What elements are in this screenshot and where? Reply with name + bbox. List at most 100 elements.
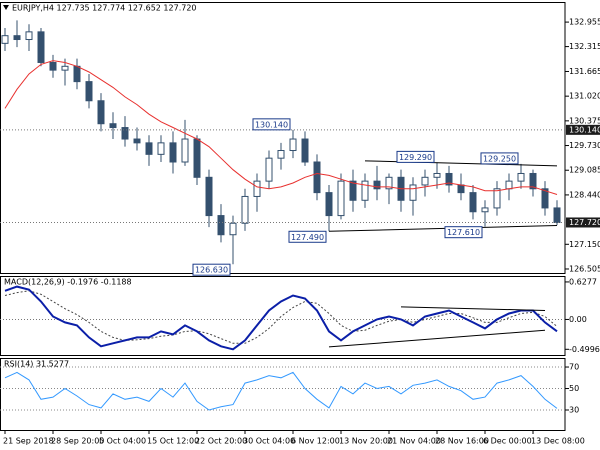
- candle-body: [313, 161, 321, 194]
- trendline: [400, 306, 546, 311]
- candle-body: [517, 172, 525, 182]
- candle-body: [37, 31, 45, 63]
- annotation-box: [480, 152, 519, 165]
- candle-body: [337, 180, 345, 217]
- candle-body: [553, 207, 561, 223]
- panel-title: MACD(12,26,9) -0.1976 -0.1188: [4, 278, 132, 287]
- y-tick-label: 131.665: [569, 67, 600, 76]
- candle-body: [385, 176, 393, 190]
- candle-body: [481, 207, 489, 213]
- annotation-label: 127.610: [447, 228, 480, 237]
- candle-body: [289, 138, 297, 152]
- y-tick-label: -0.4996: [569, 345, 600, 354]
- candle-body: [361, 180, 369, 201]
- x-tick-label: 30 Oct 04:00: [243, 437, 295, 446]
- x-tick-label: 22 Oct 20:00: [195, 437, 247, 446]
- y-tick-label: 70: [569, 363, 579, 372]
- candle-body: [1, 35, 9, 44]
- candle-body: [229, 222, 237, 236]
- annotation-box: [252, 118, 291, 131]
- x-tick-label: 5 Oct 04:00: [99, 437, 146, 446]
- x-tick-label: 13 Dec 08:00: [531, 437, 585, 446]
- candle-body: [457, 184, 465, 194]
- candle-body: [157, 142, 165, 155]
- y-tick-label: 0.6277: [569, 277, 597, 286]
- y-tick-label: 130.375: [569, 116, 600, 125]
- y-tick-label: 0.00: [569, 315, 587, 324]
- x-tick-label: 6 Dec 00:00: [483, 437, 532, 446]
- signal-line: [4, 290, 558, 344]
- price-level-tag: [566, 217, 600, 228]
- y-tick-label: 126.505: [569, 264, 600, 273]
- candle-body: [109, 123, 117, 129]
- annotation-box: [288, 230, 327, 243]
- rsi-line: [4, 371, 558, 411]
- moving-average: [4, 60, 558, 195]
- x-tick-label: 28 Nov 16:00: [435, 437, 489, 446]
- x-tick-label: 6 Nov 12:00: [291, 437, 340, 446]
- candle-body: [205, 176, 213, 217]
- annotation-label: 130.140: [255, 120, 288, 129]
- candle-body: [133, 138, 141, 144]
- candle-body: [325, 192, 333, 217]
- y-tick-label: 131.020: [569, 92, 600, 101]
- candle-body: [505, 180, 513, 190]
- candle-body: [349, 180, 357, 201]
- annotation-label: 127.490: [291, 233, 324, 242]
- candle-body: [493, 188, 501, 209]
- candle-body: [301, 138, 309, 163]
- candle-body: [97, 100, 105, 125]
- y-tick-label: 50: [569, 384, 579, 393]
- candle-body: [469, 192, 477, 213]
- price-level-label: 127.720: [569, 218, 600, 227]
- panel-border: [0, 276, 566, 356]
- y-tick-label: 30: [569, 406, 579, 415]
- y-tick-label: 132.955: [569, 18, 600, 27]
- y-tick-label: 127.150: [569, 240, 600, 249]
- x-tick-label: 15 Oct 12:00: [147, 437, 199, 446]
- candle-body: [373, 180, 381, 190]
- candle-body: [265, 157, 273, 182]
- annotation-label: 126.630: [195, 266, 228, 275]
- candle-body: [121, 127, 129, 140]
- x-tick-label: 13 Nov 20:00: [339, 437, 393, 446]
- symbol-menu-icon: [3, 5, 9, 10]
- y-tick-label: 128.440: [569, 190, 600, 199]
- x-tick-label: 21 Nov 04:00: [387, 437, 441, 446]
- candle-body: [433, 172, 441, 178]
- trendline: [328, 225, 558, 232]
- candle-body: [217, 215, 225, 236]
- candle-body: [421, 176, 429, 186]
- panel-border: [0, 2, 566, 274]
- x-tick-label: 21 Sep 2018: [3, 437, 54, 446]
- price-level-label: 130.140: [569, 125, 600, 134]
- candle-body: [145, 142, 153, 155]
- panel-title: EURJPY,H4 127.735 127.774 127.652 127.72…: [12, 4, 197, 13]
- candle-body: [49, 61, 57, 71]
- candle-body: [61, 65, 69, 71]
- candle-body: [409, 184, 417, 201]
- y-tick-label: 129.085: [569, 166, 600, 175]
- candle-body: [541, 188, 549, 209]
- candle-body: [529, 172, 537, 190]
- y-tick-label: 132.315: [569, 42, 600, 51]
- candle-body: [73, 65, 81, 83]
- annotation-label: 129.290: [399, 153, 432, 162]
- candle-body: [169, 142, 177, 163]
- panel-border: [0, 358, 566, 431]
- annotation-box: [444, 226, 483, 239]
- candle-body: [253, 180, 261, 197]
- candle-body: [193, 138, 201, 178]
- y-tick-label: 129.730: [569, 141, 600, 150]
- candle-body: [13, 35, 21, 41]
- macd-line: [4, 285, 558, 351]
- candle-body: [181, 138, 189, 163]
- candle-body: [277, 150, 285, 159]
- price-level-tag: [566, 124, 600, 135]
- candle-body: [241, 195, 249, 224]
- trendline: [328, 329, 546, 348]
- panel-title: RSI(14) 31.5277: [4, 360, 69, 369]
- annotation-box: [396, 150, 435, 163]
